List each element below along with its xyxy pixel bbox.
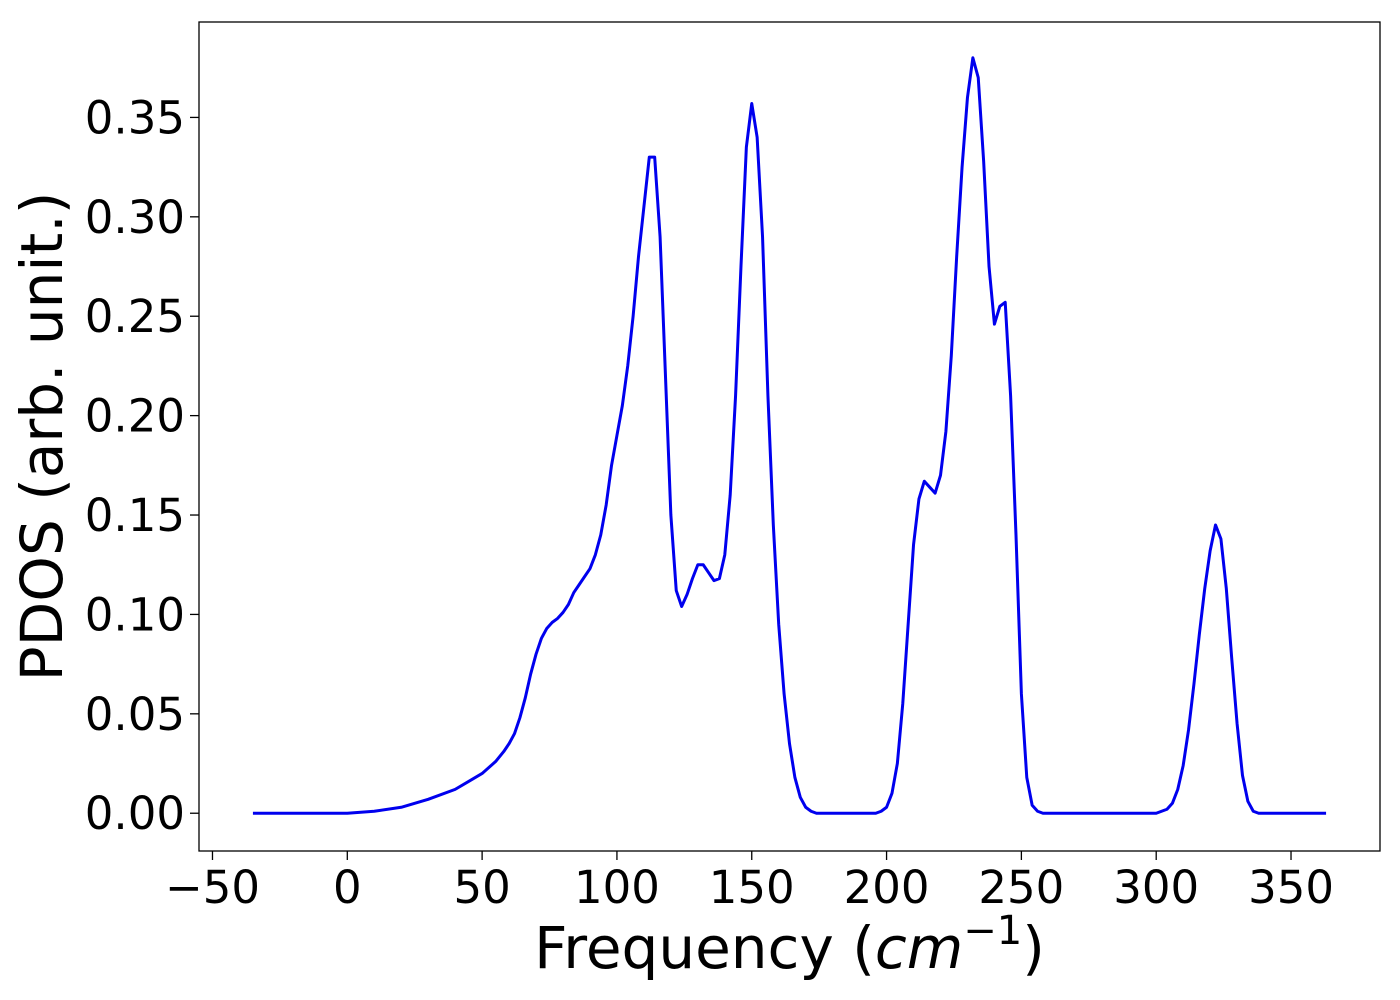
x-tick-label: 200 [844,861,930,914]
plot-frame [198,21,1381,852]
y-axis-ticks: 0.00 0.05 0.10 0.15 0.20 0.25 0.30 0.35 [85,91,199,840]
x-axis-label-exponent: −1 [963,908,1022,954]
x-tick-label: 150 [709,861,795,914]
x-tick-label: −50 [165,861,260,914]
y-tick-label: 0.15 [85,489,185,542]
x-tick-label: 50 [453,861,510,914]
x-tick-label: 350 [1248,861,1334,914]
y-tick-label: 0.00 [85,787,185,840]
series-line-1 [252,56,1327,815]
y-tick-label: 0.25 [85,290,185,343]
x-tick-label: 0 [333,861,362,914]
x-axis-label-unit: cm [875,914,963,982]
x-axis-label-main: Frequency ( [534,914,875,982]
x-axis-label-close: ) [1022,914,1045,982]
y-tick-label: 0.30 [85,191,185,244]
x-axis-label: Frequency (cm−1) [534,908,1045,982]
y-tick-label: 0.20 [85,390,185,443]
y-axis-label: PDOS (arb. unit.) [8,192,76,682]
y-tick-label: 0.35 [85,91,185,144]
y-tick-label: 0.10 [85,588,185,641]
x-tick-label: 250 [978,861,1064,914]
x-tick-label: 300 [1113,861,1199,914]
y-tick-label: 0.05 [85,688,185,741]
x-tick-label: 100 [574,861,660,914]
x-axis-ticks: −50 0 50 100 150 200 250 300 350 [165,851,1334,914]
plot-area [198,21,1381,852]
